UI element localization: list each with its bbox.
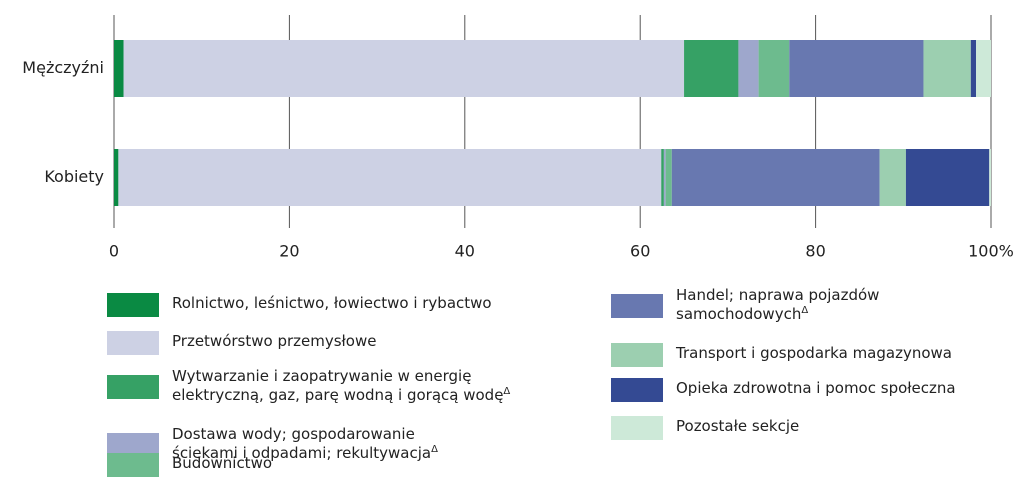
bar-segment (758, 40, 790, 97)
x-tick-label: 20 (279, 242, 299, 261)
bar-segment (118, 149, 662, 206)
legend-label: Rolnictwo, leśnictwo, łowiectwo i rybact… (172, 294, 492, 312)
legend-swatch (611, 294, 663, 318)
legend-swatch (107, 330, 159, 355)
x-tick-label: 100% (968, 242, 1014, 261)
bar-segment (879, 149, 906, 206)
legend-swatch (611, 377, 663, 402)
bar-segment (905, 149, 990, 206)
x-tick-label: 0 (109, 242, 119, 261)
bar-segment (684, 40, 739, 97)
legend-swatch (107, 375, 159, 399)
legend-label: Handel; naprawa pojazdów samochodowychΔ (676, 286, 880, 323)
legend-swatch (107, 452, 159, 477)
legend-swatch (107, 292, 159, 317)
legend-label: Budownictwo (172, 454, 273, 472)
legend-swatch (611, 415, 663, 440)
y-tick-label: Mężczyźni (22, 58, 104, 77)
legend-label: Transport i gospodarka magazynowa (676, 344, 952, 362)
legend-label: Wytwarzanie i zaopatrywanie w energię el… (172, 367, 511, 404)
bar-segment (923, 40, 971, 97)
bar-segment (970, 40, 977, 97)
legend-label: Opieka zdrowotna i pomoc społeczna (676, 379, 956, 397)
bar-segment (114, 40, 124, 97)
bar-segment (114, 149, 119, 206)
bar-segment (123, 40, 685, 97)
bar-segment (671, 149, 880, 206)
x-tick-label: 80 (805, 242, 825, 261)
y-tick-label: Kobiety (44, 167, 104, 186)
legend-label: Dostawa wody; gospodarowanie ściekami i … (172, 425, 438, 462)
bar-segment (661, 149, 664, 206)
bar-segment (665, 149, 672, 206)
x-tick-label: 60 (630, 242, 650, 261)
legend-label: Przetwórstwo przemysłowe (172, 332, 377, 350)
bar-segment (976, 40, 991, 97)
chart: 0 20 40 60 80 100% Mężczyźni Kobiety (22, 15, 1014, 261)
x-tick-label: 40 (455, 242, 475, 261)
legend-label: Pozostałe sekcje (676, 417, 800, 435)
bar-segment (738, 40, 759, 97)
bar-segment (663, 149, 666, 206)
bar-segment (989, 149, 991, 206)
bar-segment (789, 40, 924, 97)
legend-swatch (611, 342, 663, 367)
